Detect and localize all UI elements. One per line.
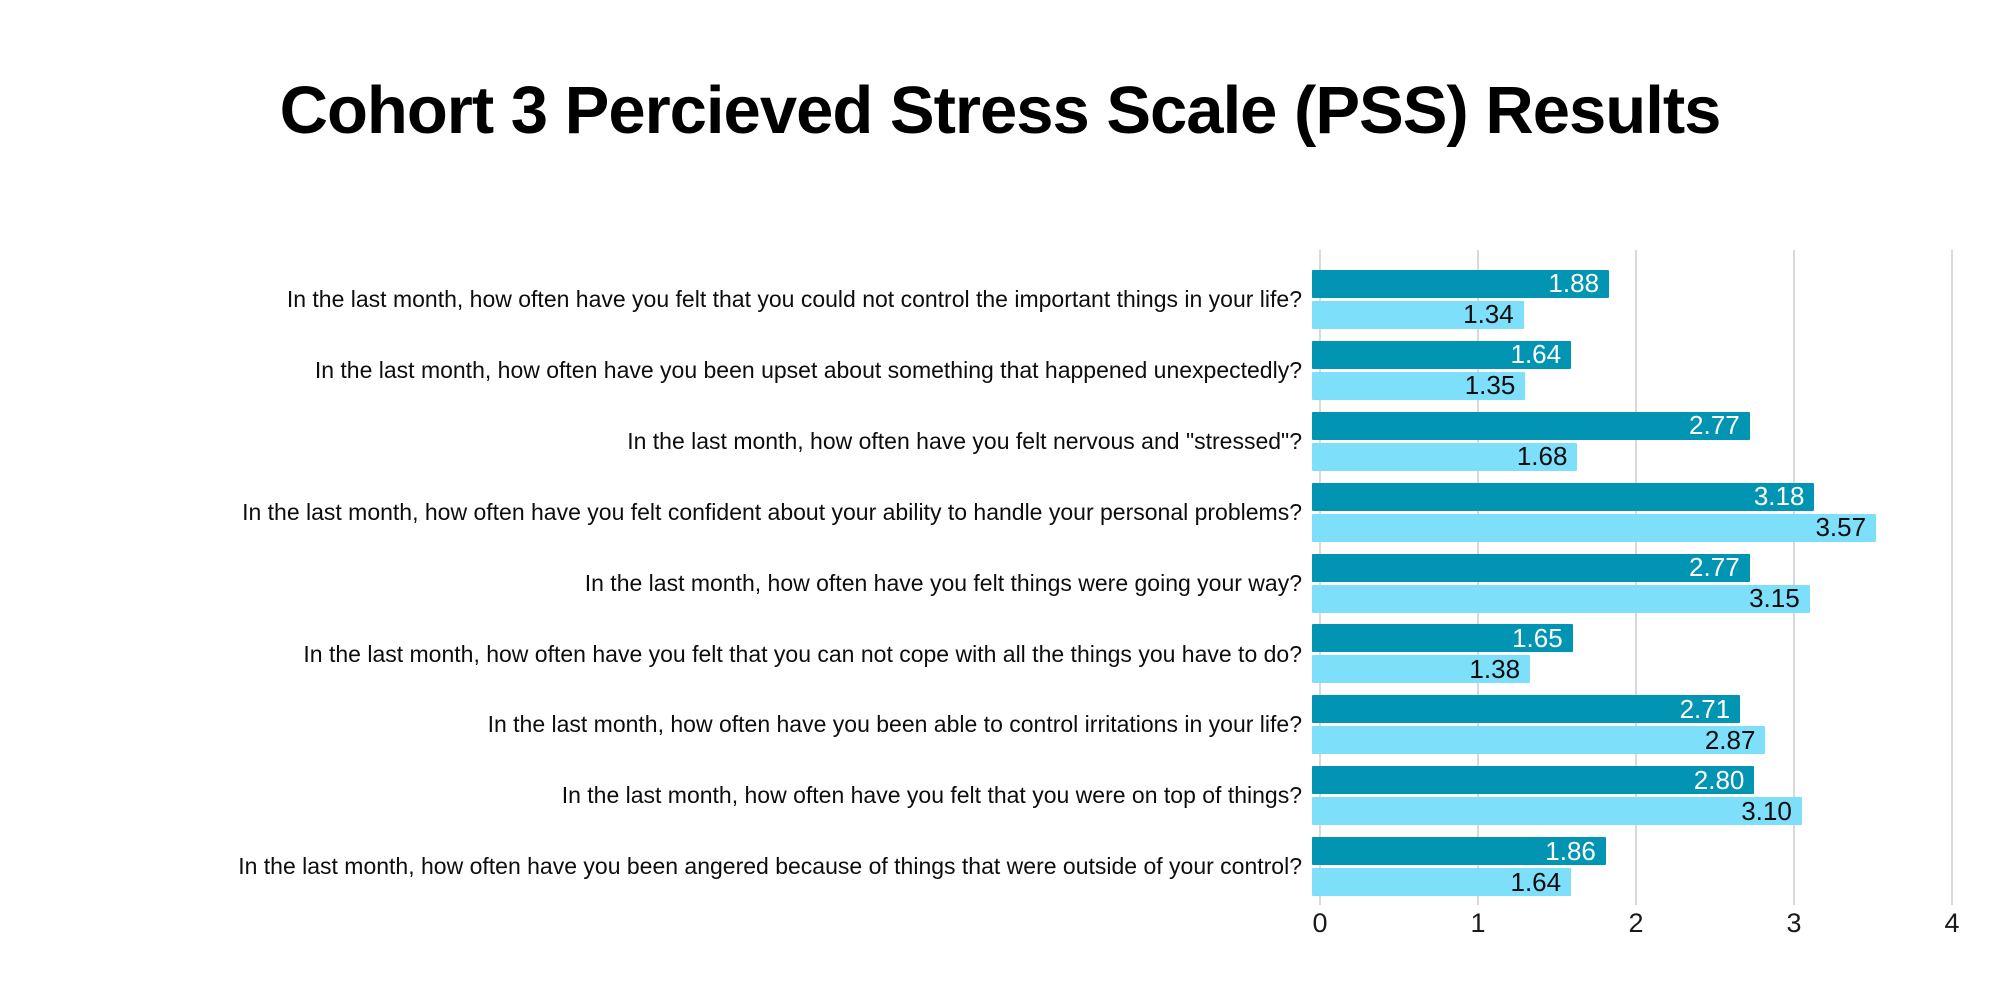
dark-teal-series-bar: 1.88 bbox=[1312, 268, 1610, 299]
bar-group: 2.77 1.68 bbox=[1312, 410, 1944, 472]
bar-group: 2.71 2.87 bbox=[1312, 693, 1944, 755]
light-blue-series-bar: 1.64 bbox=[1312, 866, 1572, 897]
x-axis: 0 1 2 3 4 bbox=[1312, 908, 1959, 948]
chart-row: In the last month, how often have you be… bbox=[0, 831, 2000, 902]
light-blue-series-bar: 2.87 bbox=[1312, 724, 1766, 755]
dark-teal-series-bar: 2.80 bbox=[1312, 764, 1755, 795]
dark-teal-series-bar: 1.64 bbox=[1312, 339, 1572, 370]
chart-title: Cohort 3 Percieved Stress Scale (PSS) Re… bbox=[279, 73, 1722, 148]
value-label: 3.18 bbox=[1753, 481, 1805, 512]
dark-teal-series-bar: 2.71 bbox=[1312, 693, 1741, 724]
dark-teal-series-bar: 2.77 bbox=[1312, 410, 1750, 441]
value-label: 1.38 bbox=[1469, 653, 1521, 684]
value-label: 1.68 bbox=[1516, 441, 1568, 472]
light-blue-series-bar: 1.68 bbox=[1312, 441, 1578, 472]
chart-row: In the last month, how often have you be… bbox=[0, 689, 2000, 760]
value-label: 3.15 bbox=[1749, 583, 1800, 613]
value-label: 1.65 bbox=[1512, 622, 1563, 653]
x-tick-label: 4 bbox=[1944, 908, 1960, 938]
category-label: In the last month, how often have you be… bbox=[487, 711, 1302, 738]
x-tick-label: 0 bbox=[1312, 908, 1328, 938]
dark-teal-series-bar: 3.18 bbox=[1312, 481, 1815, 512]
bar-group: 1.65 1.38 bbox=[1312, 622, 1944, 684]
x-tick-label: 1 bbox=[1470, 908, 1486, 938]
value-label: 2.80 bbox=[1693, 764, 1745, 795]
bar-group: 3.18 3.57 bbox=[1312, 481, 1944, 543]
category-label: In the last month, how often have you be… bbox=[314, 356, 1302, 383]
bar-group: 2.80 3.10 bbox=[1312, 764, 1944, 826]
value-label: 1.34 bbox=[1463, 299, 1514, 330]
chart-row: In the last month, how often have you fe… bbox=[0, 264, 2000, 335]
value-label: 3.57 bbox=[1815, 512, 1867, 543]
value-label: 1.64 bbox=[1510, 339, 1562, 370]
value-label: 2.77 bbox=[1689, 410, 1740, 441]
chart-row: In the last month, how often have you fe… bbox=[0, 760, 2000, 831]
category-label: In the last month, how often have you fe… bbox=[561, 782, 1302, 809]
chart-row: In the last month, how often have you be… bbox=[0, 335, 2000, 406]
dark-teal-series-bar: 2.77 bbox=[1312, 552, 1750, 582]
gridline-x4 bbox=[1951, 250, 1953, 905]
chart-rows: In the last month, how often have you fe… bbox=[0, 264, 2000, 902]
bar-group: 1.88 1.34 bbox=[1312, 268, 1944, 330]
gridline-x3 bbox=[1793, 250, 1795, 905]
value-label: 2.71 bbox=[1679, 693, 1731, 724]
chart-row: In the last month, how often have you fe… bbox=[0, 548, 2000, 619]
category-label: In the last month, how often have you fe… bbox=[627, 427, 1302, 454]
category-label: In the last month, how often have you fe… bbox=[242, 498, 1302, 525]
light-blue-series-bar: 3.15 bbox=[1312, 583, 1810, 613]
category-label: In the last month, how often have you be… bbox=[238, 853, 1302, 880]
dark-teal-series-bar: 1.65 bbox=[1312, 622, 1573, 653]
light-blue-series-bar: 3.10 bbox=[1312, 795, 1802, 826]
light-blue-series-bar: 1.38 bbox=[1312, 653, 1531, 684]
light-blue-series-bar: 3.57 bbox=[1312, 512, 1877, 543]
value-label: 2.87 bbox=[1704, 724, 1756, 755]
chart-row: In the last month, how often have you fe… bbox=[0, 406, 2000, 477]
value-label: 1.88 bbox=[1548, 268, 1600, 299]
dark-teal-series-bar: 1.86 bbox=[1312, 835, 1606, 866]
chart-row: In the last month, how often have you fe… bbox=[0, 477, 2000, 548]
bar-group: 1.86 1.64 bbox=[1312, 835, 1944, 897]
light-blue-series-bar: 1.35 bbox=[1312, 370, 1526, 401]
value-label: 1.64 bbox=[1510, 866, 1562, 897]
light-blue-series-bar: 1.34 bbox=[1312, 299, 1524, 330]
category-label: In the last month, how often have you fe… bbox=[303, 640, 1302, 667]
value-label: 2.77 bbox=[1689, 552, 1740, 582]
x-tick-label: 2 bbox=[1628, 908, 1644, 938]
x-tick-label: 3 bbox=[1786, 908, 1802, 938]
category-label: In the last month, how often have you fe… bbox=[584, 569, 1302, 596]
chart-row: In the last month, how often have you fe… bbox=[0, 618, 2000, 689]
value-label: 1.86 bbox=[1545, 835, 1596, 866]
bar-group: 1.64 1.35 bbox=[1312, 339, 1944, 401]
value-label: 1.35 bbox=[1464, 370, 1516, 401]
category-label: In the last month, how often have you fe… bbox=[286, 286, 1302, 313]
bar-group: 2.77 3.15 bbox=[1312, 552, 1944, 613]
value-label: 3.10 bbox=[1741, 795, 1792, 826]
